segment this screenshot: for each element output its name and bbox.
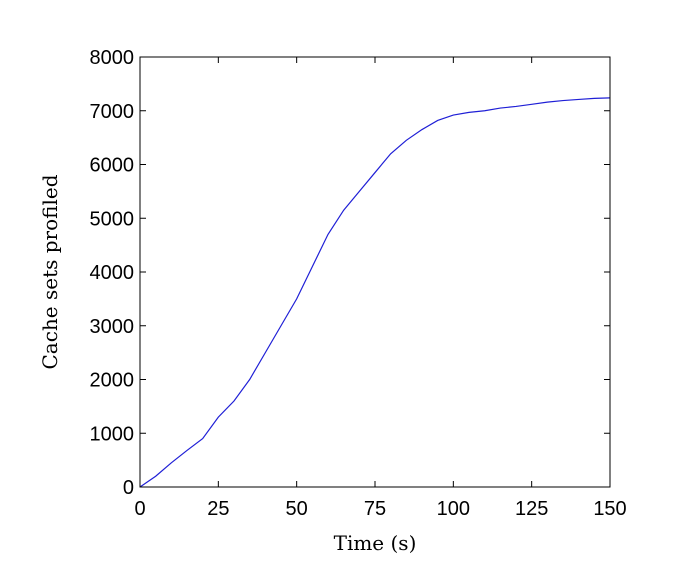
- y-tick-label: 5000: [90, 208, 135, 230]
- x-tick-label: 125: [515, 498, 548, 520]
- x-tick-label: 50: [286, 498, 308, 520]
- y-tick-label: 0: [123, 477, 134, 499]
- y-tick-label: 3000: [90, 316, 135, 338]
- x-tick-label: 0: [134, 498, 145, 520]
- y-axis-title: Cache sets profiled: [38, 174, 62, 369]
- y-tick-label: 7000: [90, 101, 135, 123]
- y-tick-label: 2000: [90, 370, 135, 392]
- x-tick-label: 75: [364, 498, 386, 520]
- y-tick-label: 8000: [90, 47, 135, 69]
- ticks-layer: [139, 56, 611, 488]
- y-tick-label: 1000: [90, 423, 135, 445]
- x-tick-label: 150: [593, 498, 626, 520]
- tick-labels: 0 25 50 75 100 125 150 0 1000 2000 3000 4000 5000 600…: [90, 47, 627, 520]
- x-tick-label: 25: [207, 498, 229, 520]
- y-tick-label: 4000: [90, 262, 135, 284]
- x-axis-title: Time (s): [334, 531, 417, 555]
- plot-frame: [139, 56, 611, 488]
- series-line: [139, 97, 611, 488]
- x-tick-label: 100: [437, 498, 470, 520]
- y-tick-label: 6000: [90, 155, 135, 177]
